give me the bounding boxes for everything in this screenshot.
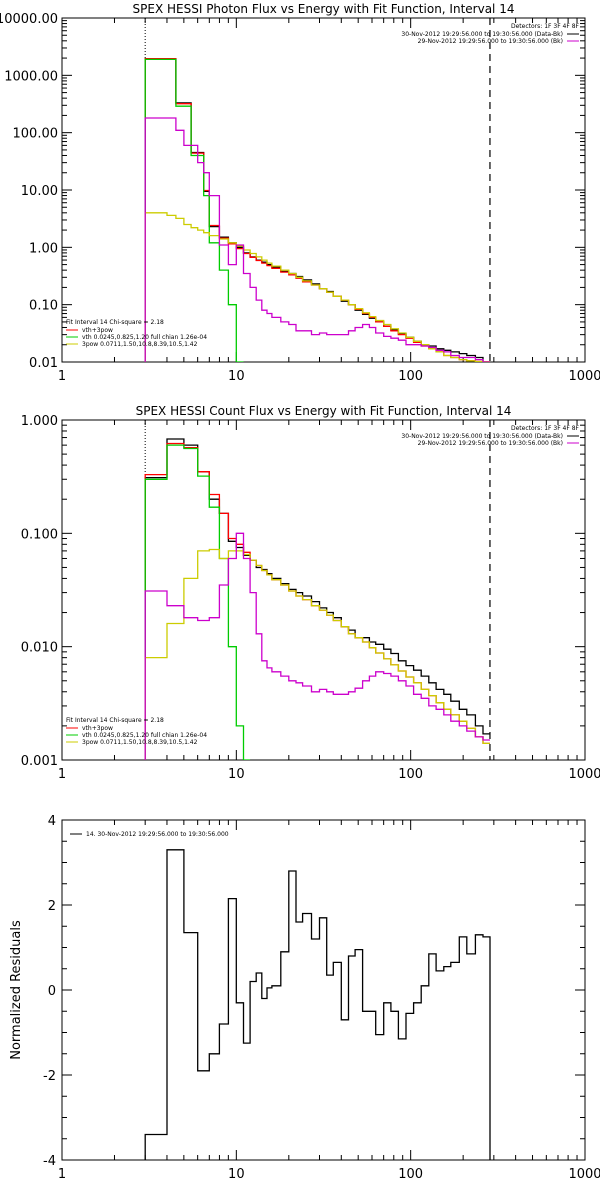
series-bk <box>144 117 490 362</box>
legend-entry: 29-Nov-2012 19:29:56.000 to 19:30:56.000… <box>418 38 563 45</box>
x-tick-label: 100 <box>398 369 423 384</box>
x-tick-label: 100 <box>398 1167 423 1182</box>
series-vth <box>144 58 244 362</box>
y-tick-label: 100.00 <box>13 127 59 142</box>
y-tick-label: 10.00 <box>21 184 58 199</box>
chart-title: SPEX HESSI Photon Flux vs Energy with Fi… <box>133 2 515 16</box>
y-tick-label: 0.001 <box>21 754 58 769</box>
x-tick-label: 10 <box>228 767 245 782</box>
detectors-label: Detectors: 1F 3F 4F 8F <box>511 425 580 432</box>
x-tick-label: 1000 <box>568 1167 600 1182</box>
y-tick-label: 0.100 <box>21 527 58 542</box>
y-tick-label: 0.01 <box>29 356 58 371</box>
x-tick-label: 1 <box>58 1167 66 1182</box>
detectors-label: Detectors: 1F 3F 4F 8F <box>511 23 580 30</box>
y-tick-label: 1000.00 <box>4 69 58 84</box>
y-tick-label: 2 <box>48 899 56 914</box>
y-tick-label: 0.010 <box>21 641 58 656</box>
fit-legend-title: Fit Interval 14 Chi-square = 2.18 <box>66 717 164 724</box>
series-bk <box>144 532 490 760</box>
legend-entry: vth+3pow <box>82 327 113 334</box>
x-tick-label: 1000 <box>568 767 600 782</box>
x-tick-label: 1 <box>58 369 66 384</box>
series-data-bk <box>144 438 490 760</box>
series-3pow <box>144 212 490 362</box>
panel-1 <box>61 17 586 363</box>
x-tick-label: 1 <box>58 767 66 782</box>
y-tick-label: 1.000 <box>21 414 58 429</box>
chart-title: SPEX HESSI Count Flux vs Energy with Fit… <box>136 404 512 418</box>
series-3pow <box>144 548 490 760</box>
legend-entry: vth+3pow <box>82 725 113 732</box>
x-tick-label: 100 <box>398 767 423 782</box>
panel-2 <box>61 419 586 761</box>
series-group <box>144 58 490 362</box>
panel-3 <box>61 819 586 1161</box>
series-residuals <box>144 849 491 1160</box>
x-tick-label: 10 <box>228 369 245 384</box>
series-vth <box>144 444 251 760</box>
legend-entry: 3pow 0.0711,1.50,10.8,8.39,10.5,1.42 <box>82 739 198 746</box>
series-group <box>144 849 491 1160</box>
series-group <box>144 438 490 760</box>
plot-frame <box>61 17 586 363</box>
series-data-bk <box>144 58 490 362</box>
y-tick-label: 1.00 <box>29 241 58 256</box>
y-tick-label: -2 <box>43 1069 56 1084</box>
plot-frame <box>61 419 586 761</box>
fit-legend-title: Fit Interval 14 Chi-square = 2.18 <box>66 319 164 326</box>
y-tick-label: 4 <box>48 814 56 829</box>
y-axis-label: Normalized Residuals <box>9 920 24 1060</box>
legend-entry: 30-Nov-2012 19:29:56.000 to 19:30:56.000… <box>401 31 563 38</box>
y-tick-label: -4 <box>43 1154 56 1169</box>
plot-frame <box>61 819 586 1161</box>
x-tick-label: 1000 <box>568 369 600 384</box>
legend-entry: 30-Nov-2012 19:29:56.000 to 19:30:56.000… <box>401 433 563 440</box>
legend-entry: 29-Nov-2012 19:29:56.000 to 19:30:56.000… <box>418 440 563 447</box>
y-tick-label: 0.10 <box>29 299 58 314</box>
legend-entry: 3pow 0.0711,1.50,10.8,8.39,10.5,1.42 <box>82 341 198 348</box>
series-vth-3pow <box>144 58 490 362</box>
legend-entry: vth 0.0245,0.825,1.20 full chian 1.26e-0… <box>82 732 207 739</box>
legend-entry: 14. 30-Nov-2012 19:29:56.000 to 19:30:56… <box>86 831 229 838</box>
legend-entry: vth 0.0245,0.825,1.20 full chian 1.26e-0… <box>82 334 207 341</box>
x-tick-label: 10 <box>228 1167 245 1182</box>
y-tick-label: 10000.00 <box>0 12 58 27</box>
y-tick-label: 0 <box>48 984 56 999</box>
